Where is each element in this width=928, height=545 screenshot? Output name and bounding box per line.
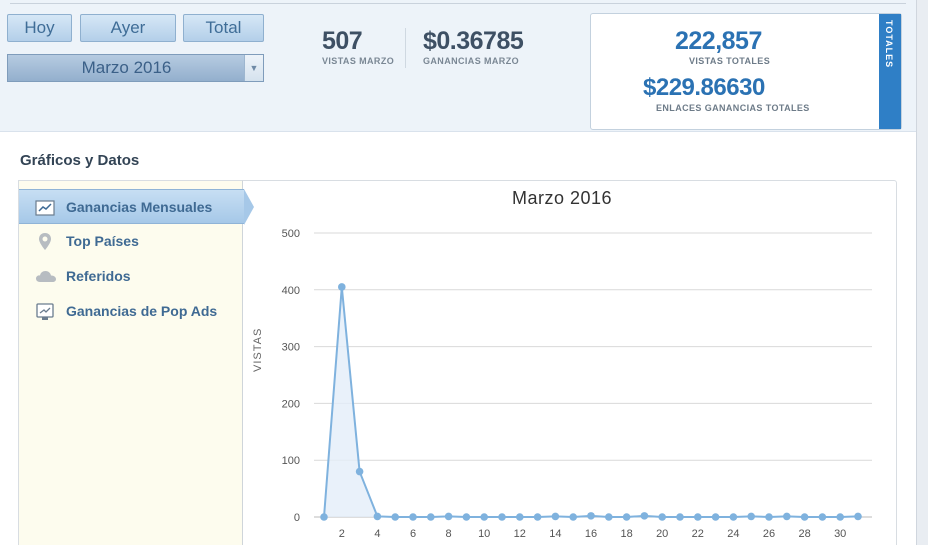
x-tick-label: 10 (478, 528, 490, 540)
data-point (498, 513, 506, 521)
x-tick-label: 26 (763, 528, 775, 540)
earnings-month-label: GANANCIAS MARZO (423, 56, 519, 66)
data-point (355, 467, 364, 476)
cloud-icon (35, 267, 56, 287)
divider (10, 3, 906, 4)
data-point (587, 512, 595, 520)
chart-title: Marzo 2016 (511, 188, 613, 208)
total-button[interactable]: Total (183, 14, 264, 42)
today-button[interactable]: Hoy (7, 14, 72, 42)
total-earnings-label: ENLACES GANANCIAS TOTALES (656, 103, 810, 113)
data-point (676, 513, 684, 521)
section-title: Gráficos y Datos (20, 152, 140, 169)
x-tick-label: 6 (410, 528, 416, 540)
month-select[interactable]: Marzo 2016 ▼ (7, 54, 264, 82)
x-tick-label: 22 (692, 528, 704, 540)
data-point (747, 512, 755, 521)
x-tick-label: 16 (585, 528, 597, 540)
x-tick-label: 18 (620, 528, 632, 540)
sidebar-item-label: Ganancias de Pop Ads (66, 303, 218, 319)
y-tick-label: 500 (282, 228, 300, 240)
data-point (444, 512, 453, 521)
sidebar-item-label: Ganancias Mensuales (66, 199, 213, 215)
totals-box: 222,857 VISTAS TOTALES $229.86630 ENLACE… (590, 13, 902, 130)
stats-header: Hoy Ayer Total Marzo 2016 ▼ 507 VISTAS M… (0, 0, 916, 132)
sidebar-item-label: Top Países (66, 233, 139, 249)
total-views-label: VISTAS TOTALES (689, 56, 771, 66)
totals-tab-label: TOTALES (884, 20, 894, 69)
month-select-value: Marzo 2016 (81, 58, 172, 77)
data-point (854, 512, 862, 521)
scrollbar-track[interactable] (916, 0, 928, 545)
x-tick-label: 4 (374, 528, 380, 540)
data-point (533, 513, 542, 521)
data-point (694, 513, 702, 521)
data-point (622, 513, 631, 521)
sidebar-item-pop-ads-earnings[interactable]: Ganancias de Pop Ads (19, 294, 244, 329)
total-earnings-value: $229.86630 (643, 74, 765, 101)
map-pin-icon (35, 232, 55, 252)
sidebar-item-label: Referidos (66, 268, 131, 284)
x-tick-label: 2 (339, 528, 345, 540)
data-point (658, 513, 666, 521)
earnings-month-value: $0.36785 (423, 27, 524, 55)
monitor-icon (35, 302, 55, 322)
data-point (391, 513, 400, 521)
chart-sidebar: Ganancias Mensuales Top Países Referidos… (18, 180, 254, 545)
data-point (783, 512, 791, 521)
total-views-value: 222,857 (675, 27, 762, 55)
sidebar-item-referrals[interactable]: Referidos (19, 259, 244, 294)
x-tick-label: 8 (446, 528, 452, 540)
data-point (729, 513, 738, 521)
totals-tab[interactable]: TOTALES (879, 14, 901, 129)
y-tick-label: 400 (282, 285, 300, 297)
yesterday-button[interactable]: Ayer (80, 14, 176, 42)
sidebar-item-monthly-earnings[interactable]: Ganancias Mensuales (19, 189, 254, 225)
data-point (516, 513, 524, 521)
views-month-value: 507 (322, 27, 363, 55)
views-month-label: VISTAS MARZO (322, 56, 395, 66)
data-point (480, 513, 489, 521)
data-point (551, 512, 560, 521)
data-point (320, 513, 328, 521)
y-tick-label: 300 (282, 342, 300, 354)
x-tick-label: 28 (798, 528, 810, 540)
y-tick-label: 200 (282, 398, 300, 410)
line-chart-icon (35, 198, 55, 218)
x-tick-label: 30 (834, 528, 846, 540)
data-point (818, 513, 827, 521)
y-tick-label: 100 (282, 455, 300, 467)
data-point (836, 513, 844, 521)
data-point (462, 513, 471, 521)
data-point (569, 513, 577, 521)
sidebar-item-top-countries[interactable]: Top Países (19, 224, 244, 259)
data-point (800, 513, 809, 521)
x-tick-label: 14 (549, 528, 561, 540)
data-point (640, 512, 649, 520)
series-area (324, 286, 858, 517)
chevron-down-icon[interactable]: ▼ (244, 55, 263, 81)
data-point (409, 513, 417, 521)
data-point (765, 513, 773, 521)
x-tick-label: 20 (656, 528, 668, 540)
data-point (711, 513, 720, 521)
divider (405, 28, 406, 68)
data-point (427, 513, 435, 521)
data-point (338, 283, 346, 291)
x-tick-label: 24 (727, 528, 739, 540)
x-tick-label: 12 (514, 528, 526, 540)
series-line (323, 286, 859, 519)
data-point (373, 512, 382, 521)
data-point (605, 513, 613, 521)
y-tick-label: 0 (294, 512, 300, 524)
